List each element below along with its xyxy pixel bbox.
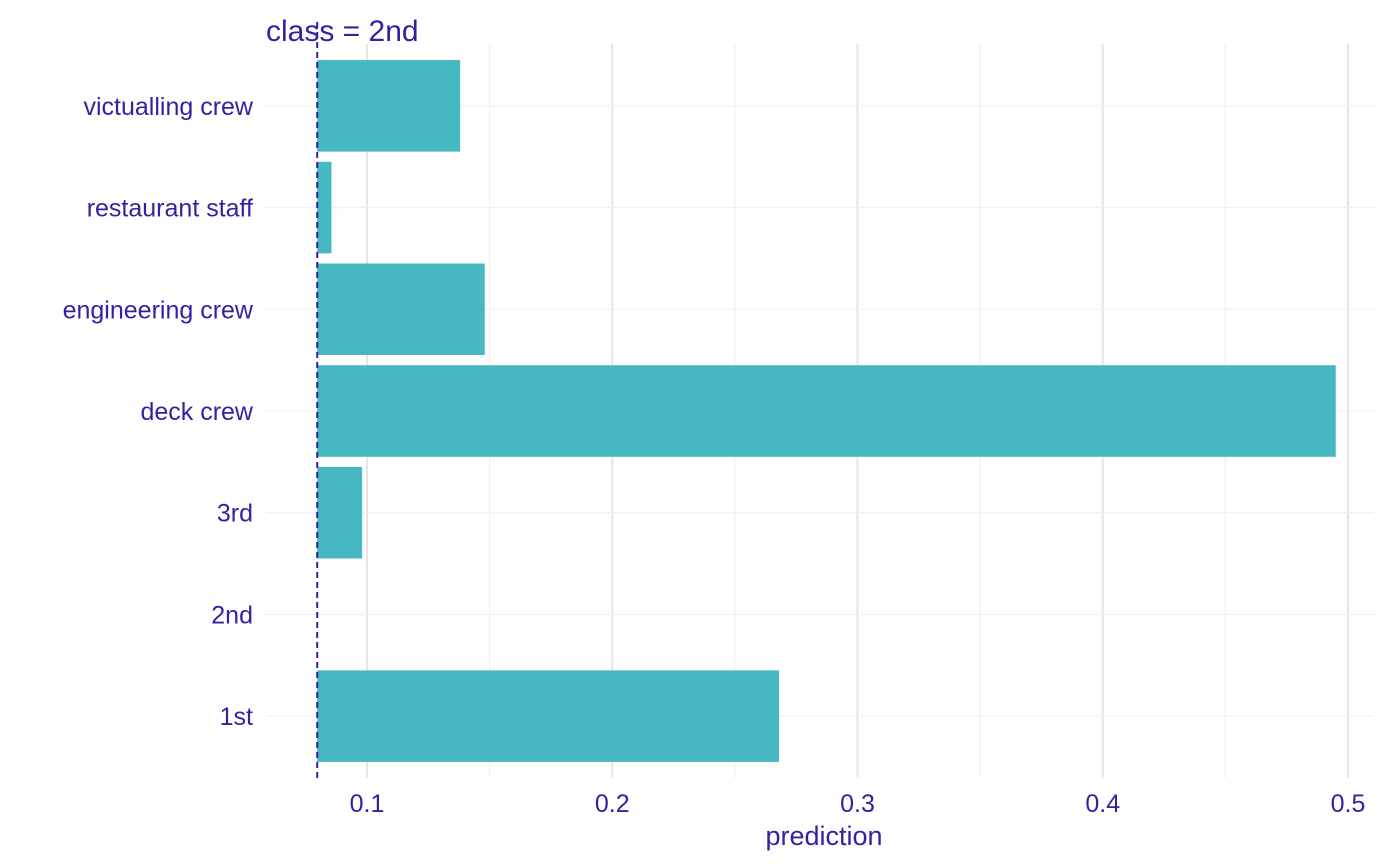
x-axis-title: prediction (765, 821, 882, 851)
x-tick-label: 0.4 (1085, 790, 1120, 818)
y-tick-label: 1st (220, 703, 253, 731)
x-tick-label: 0.1 (350, 790, 385, 818)
y-tick-label: engineering crew (63, 296, 254, 324)
bar-1st (317, 670, 780, 762)
x-tick-labels: 0.1 0.2 0.3 0.4 0.5 (350, 790, 1366, 818)
y-tick-label: victualling crew (83, 93, 253, 121)
bars (317, 60, 1336, 762)
x-tick-label: 0.2 (595, 790, 630, 818)
bar-victualling-crew (317, 60, 461, 152)
y-tick-label: 2nd (211, 601, 253, 629)
y-tick-label: restaurant staff (87, 195, 253, 223)
bar-deck-crew (317, 365, 1336, 457)
x-tick-label: 0.5 (1331, 790, 1366, 818)
panel-title: class = 2nd (266, 15, 419, 48)
y-tick-label: deck crew (140, 398, 253, 426)
bar-engineering-crew (317, 263, 485, 356)
bar-restaurant-staff (317, 161, 332, 254)
y-tick-label: 3rd (217, 500, 253, 528)
x-tick-label: 0.3 (840, 790, 875, 818)
bar-3rd (317, 466, 363, 559)
y-tick-labels: victualling crew restaurant staff engineer… (63, 93, 254, 731)
